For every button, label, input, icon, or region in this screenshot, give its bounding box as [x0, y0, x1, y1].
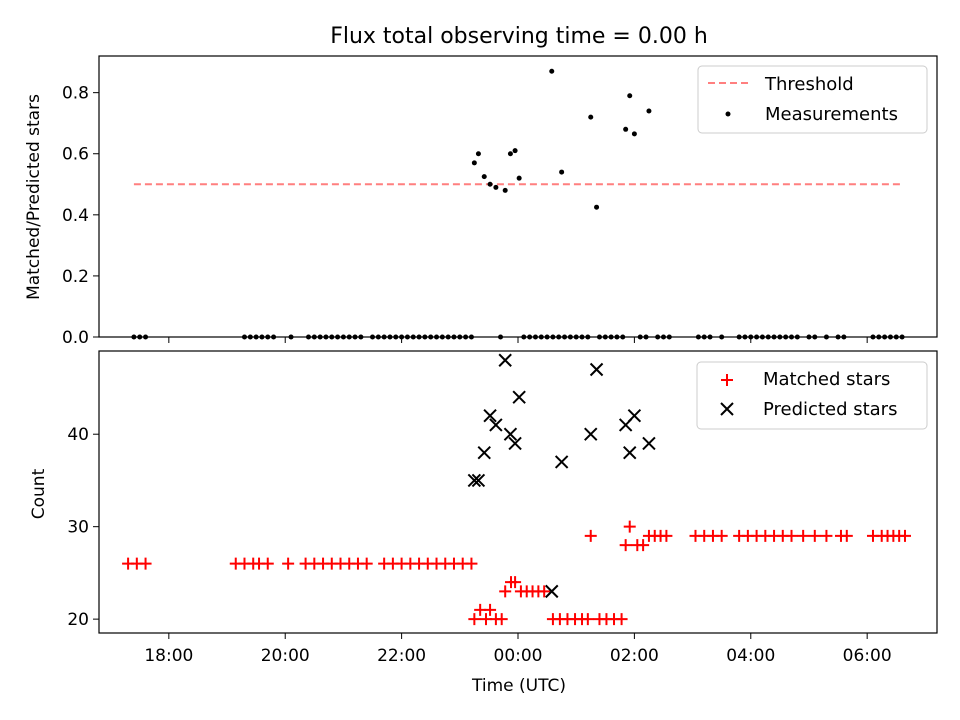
- bottom-panel: 20 30 40 18:00 20:00 22:00 00:00 02:00 04:00 06:0…: [29, 350, 938, 696]
- bottom-legend: Matched stars Predicted stars: [696, 361, 928, 430]
- x-tick-label: 04:00: [726, 646, 775, 666]
- legend-predicted-swatch: [720, 402, 734, 416]
- x-tick-label: 18:00: [144, 646, 193, 666]
- data-point: [465, 557, 478, 570]
- series-predicted-stars: [467, 353, 656, 599]
- data-point: [261, 557, 274, 570]
- data-point: [660, 529, 673, 542]
- data-point: [502, 187, 508, 193]
- data-point: [549, 68, 555, 74]
- top-plot-area: [131, 68, 905, 340]
- top-axes: 0.0 0.2 0.4 0.6 0.8: [62, 55, 938, 348]
- x-axis-label: Time (UTC): [471, 676, 566, 696]
- data-point: [508, 436, 522, 451]
- data-point: [487, 181, 493, 187]
- data-point: [554, 455, 569, 469]
- data-point: [797, 529, 810, 542]
- data-point: [498, 353, 512, 367]
- top-y-axis-label: Matched/Predicted stars: [24, 94, 44, 300]
- data-point: [840, 529, 853, 542]
- top-panel: 0.00.20.40.60.8 Matched/Predicted stars …: [24, 55, 938, 348]
- data-point: [481, 174, 487, 180]
- x-tick-label: 20:00: [261, 646, 310, 666]
- data-point: [503, 427, 518, 441]
- data-point: [715, 529, 728, 542]
- data-point: [467, 473, 482, 488]
- y-tick-label: 30: [67, 518, 89, 538]
- data-point: [588, 114, 594, 120]
- data-point: [623, 520, 636, 533]
- data-point: [139, 557, 152, 570]
- x-tick-label: 22:00: [377, 646, 426, 666]
- data-point: [538, 585, 551, 598]
- series-matched-stars: [122, 520, 911, 626]
- data-point: [898, 529, 911, 542]
- y-tick-label: 0.8: [62, 84, 89, 104]
- data-point: [516, 175, 522, 181]
- legend-matched-label: Matched stars: [763, 369, 890, 390]
- data-point: [475, 151, 481, 157]
- legend-measurements-label: Measurements: [765, 104, 898, 125]
- data-point: [584, 427, 598, 441]
- top-legend: Threshold Measurements: [697, 65, 928, 134]
- x-tick-label: 00:00: [494, 646, 543, 666]
- y-tick-label: 20: [67, 610, 89, 630]
- data-point: [489, 418, 503, 432]
- data-point: [468, 613, 481, 626]
- data-point: [642, 436, 656, 451]
- data-point: [512, 390, 526, 404]
- data-point: [484, 603, 497, 616]
- data-point: [581, 613, 594, 626]
- data-point: [627, 93, 633, 99]
- bottom-plot-area: [122, 353, 911, 626]
- data-point: [545, 584, 559, 599]
- x-tick-label: 06:00: [843, 646, 892, 666]
- data-point: [631, 131, 637, 137]
- data-point: [282, 557, 295, 570]
- legend-measurements-swatch: [725, 111, 731, 117]
- x-tick-label: 02:00: [610, 646, 659, 666]
- data-point: [477, 445, 491, 460]
- top-legend-box: [697, 65, 928, 134]
- data-point: [589, 362, 604, 377]
- series-measurements: [131, 68, 905, 340]
- data-point: [637, 539, 650, 552]
- data-point: [512, 148, 518, 154]
- data-point: [471, 160, 477, 166]
- legend-predicted-label: Predicted stars: [763, 399, 897, 420]
- data-point: [785, 529, 798, 542]
- data-point: [623, 445, 637, 460]
- y-tick-label: 0.2: [62, 267, 89, 287]
- data-point: [594, 204, 600, 210]
- bottom-axes: 20 30 40 18:00 20:00 22:00 00:00 02:00 04:00 06:0…: [67, 350, 938, 666]
- data-point: [584, 529, 597, 542]
- bottom-y-axis-label: Count: [29, 468, 49, 519]
- data-point: [808, 529, 821, 542]
- legend-matched-swatch: [721, 374, 733, 386]
- data-point: [619, 539, 632, 552]
- y-tick-label: 0.0: [62, 328, 89, 348]
- data-point: [493, 184, 499, 190]
- data-point: [646, 108, 652, 114]
- data-point: [623, 126, 629, 132]
- data-point: [615, 613, 628, 626]
- bottom-legend-box: [696, 361, 928, 430]
- data-point: [507, 151, 513, 157]
- y-tick-label: 0.4: [62, 206, 89, 226]
- y-tick-label: 0.6: [62, 145, 89, 165]
- data-point: [499, 585, 512, 598]
- legend-threshold-label: Threshold: [764, 74, 854, 95]
- data-point: [627, 409, 642, 423]
- data-point: [495, 613, 508, 626]
- y-tick-label: 40: [67, 425, 89, 445]
- data-point: [509, 576, 522, 589]
- data-point: [559, 169, 565, 175]
- data-point: [360, 557, 373, 570]
- data-point: [820, 529, 833, 542]
- chart-title: Flux total observing time = 0.00 h: [330, 24, 708, 49]
- data-point: [471, 473, 486, 488]
- data-point: [483, 409, 497, 423]
